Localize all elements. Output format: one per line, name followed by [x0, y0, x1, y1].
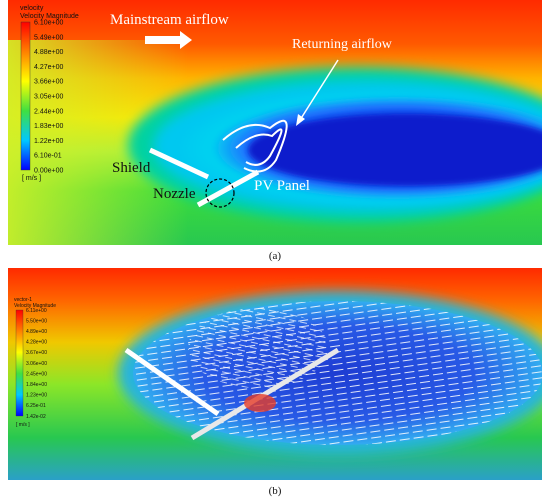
legend-a-tick-4: 3.66e+00: [34, 79, 63, 86]
legend-a-header-2: Velocity Magnitude: [20, 13, 79, 20]
caption-b: (b): [268, 485, 282, 497]
label-mainstream: Mainstream airflow: [110, 12, 229, 28]
legend-b-tick-2: 4.89e+00: [26, 329, 47, 335]
legend-b-tick-0: 6.11e+00: [26, 308, 47, 314]
legend-b-header-2: Velocity Magnitude: [14, 303, 56, 309]
legend-b-tick-7: 1.84e+00: [26, 382, 47, 388]
nozzle-jet: [244, 394, 276, 412]
vector-field: vector-1 Velocity Magnitude 6.11e+00 5.50…: [8, 268, 542, 480]
legend-b: vector-1 Velocity Magnitude 6.11e+00 5.50…: [14, 297, 56, 428]
label-shield: Shield: [112, 160, 151, 176]
returning-flow-path: [222, 119, 288, 173]
shield-plate-b: [124, 347, 220, 417]
legend-a-tick-0: 6.10e+00: [34, 19, 63, 26]
legend-a-tick-9: 6.10e-01: [34, 153, 62, 160]
returning-pointer-icon: [296, 114, 305, 126]
legend-a: velocity Velocity Magnitude 6.10e+00 5.49…: [20, 5, 79, 182]
legend-a-unit: [ m/s ]: [22, 175, 41, 182]
shield-plate: [148, 147, 210, 180]
legend-a-tick-2: 4.88e+00: [34, 49, 63, 56]
pv-panel-plate-b: [190, 347, 340, 441]
legend-b-colorbar: [15, 309, 24, 417]
legend-b-tick-9: 6.25e-01: [26, 403, 46, 409]
legend-b-tick-4: 3.67e+00: [26, 350, 47, 356]
legend-b-tick-3: 4.28e+00: [26, 340, 47, 346]
legend-b-tick-6: 2.45e+00: [26, 371, 47, 377]
legend-b-tick-1: 5.50e+00: [26, 318, 47, 324]
legend-a-tick-5: 3.05e+00: [34, 93, 63, 100]
legend-b-header-1: vector-1: [14, 297, 32, 303]
panel-a-contour-plot: Mainstream airflow Returning airflow Shi…: [8, 0, 542, 245]
legend-a-tick-7: 1.83e+00: [34, 123, 63, 130]
legend-a-tick-6: 2.44e+00: [34, 108, 63, 115]
legend-b-tick-8: 1.23e+00: [26, 393, 47, 399]
legend-a-tick-10: 0.00e+00: [34, 167, 63, 174]
returning-flow-path-inner: [235, 128, 283, 166]
caption-a: (a): [268, 250, 282, 262]
velocity-vectors-vortex: [188, 308, 328, 388]
legend-a-header-1: velocity: [20, 5, 44, 12]
legend-b-tick-10: 1.42e-02: [26, 414, 46, 420]
returning-pointer-line: [299, 59, 339, 121]
velocity-vectors: [133, 301, 542, 445]
legend-a-tick-3: 4.27e+00: [34, 64, 63, 71]
wake-core: [248, 114, 542, 186]
label-nozzle: Nozzle: [153, 186, 196, 202]
nozzle-circle: [205, 178, 235, 208]
legend-a-colorbar: [20, 21, 31, 171]
contour-field: Mainstream airflow Returning airflow Shi…: [8, 0, 542, 245]
label-pv-panel: PV Panel: [254, 178, 310, 194]
panel-b-vector-plot: vector-1 Velocity Magnitude 6.11e+00 5.50…: [8, 268, 542, 480]
label-returning: Returning airflow: [292, 37, 393, 52]
legend-b-tick-5: 3.06e+00: [26, 361, 47, 367]
legend-a-tick-1: 5.49e+00: [34, 34, 63, 41]
mainstream-arrow-icon: [145, 31, 192, 49]
legend-b-unit: [ m/s ]: [16, 422, 30, 428]
legend-a-tick-8: 1.22e+00: [34, 138, 63, 145]
